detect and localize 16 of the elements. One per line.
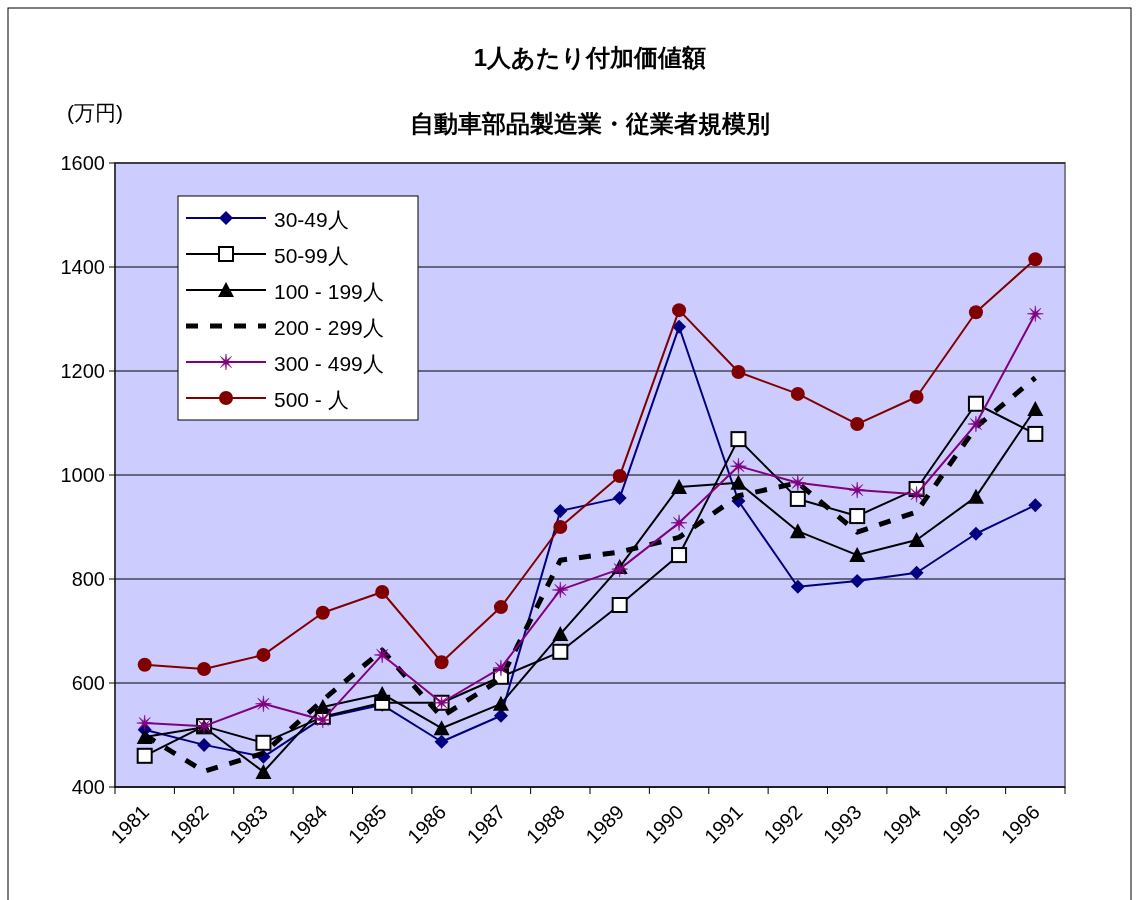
chart-title: 1人あたり付加価値額 <box>473 44 707 71</box>
y-tick-label: 800 <box>71 568 105 590</box>
chart-subtitle: 自動車部品製造業・従業者規模別 <box>410 110 770 137</box>
y-tick-label: 400 <box>71 776 105 798</box>
legend-label: 500 - 人 <box>274 388 349 411</box>
y-tick-label: 1400 <box>60 256 105 278</box>
y-tick-label: 600 <box>71 672 105 694</box>
legend-label: 300 - 499人 <box>274 352 384 375</box>
y-axis-title: (万円) <box>67 101 123 124</box>
legend-label: 200 - 299人 <box>274 316 384 339</box>
legend-label: 100 - 199人 <box>274 280 384 303</box>
legend-label: 30-49人 <box>274 208 349 231</box>
y-tick-label: 1200 <box>60 360 105 382</box>
y-tick-label: 1000 <box>60 464 105 486</box>
y-tick-label: 1600 <box>60 152 105 174</box>
legend-label: 50-99人 <box>274 244 349 267</box>
